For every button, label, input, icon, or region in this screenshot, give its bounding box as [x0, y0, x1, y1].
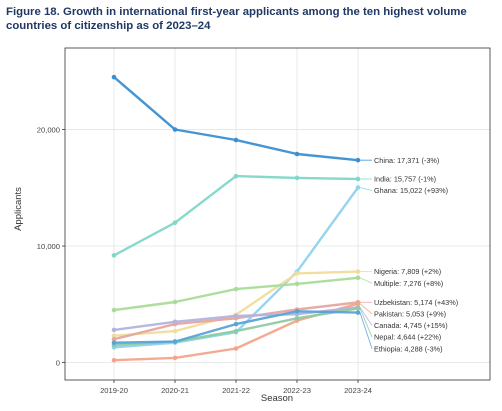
data-point-pakistan	[172, 355, 178, 361]
series-label-multiple: Multiple: 7,276 (+8%)	[374, 279, 443, 288]
data-point-canada	[172, 319, 178, 325]
data-point-india	[233, 173, 239, 179]
data-point-china	[111, 74, 117, 80]
label-leader-canada	[359, 307, 373, 326]
series-label-uzbekistan: Uzbekistan: 5,174 (+43%)	[374, 298, 458, 307]
data-point-nepal	[355, 306, 361, 311]
data-point-pakistan	[233, 346, 239, 351]
series-points	[111, 74, 361, 363]
series-label-ethiopia: Ethiopia: 4,288 (-3%)	[374, 344, 443, 353]
x-tick-label: 2023-24	[344, 386, 372, 395]
x-tick-label: 2019-20	[100, 386, 128, 395]
x-tick-label: 2020-21	[161, 386, 189, 395]
data-point-ethiopia	[355, 310, 361, 315]
y-tick-label: 0	[56, 359, 60, 368]
x-tick-label: 2022-23	[283, 386, 311, 395]
plot-border	[64, 47, 491, 381]
data-point-ethiopia	[294, 308, 300, 314]
series-label-ghana: Ghana: 15,022 (+93%)	[374, 186, 448, 195]
series-label-nepal: Nepal: 4,644 (+22%)	[374, 333, 441, 342]
data-point-uzbekistan	[111, 336, 117, 342]
data-point-multiple	[355, 275, 361, 281]
data-point-china	[233, 137, 239, 143]
data-point-india	[172, 220, 178, 226]
y-tick-label: 10,000	[37, 242, 60, 251]
data-point-ethiopia	[233, 321, 239, 327]
data-point-china	[355, 157, 361, 163]
label-leader-nepal	[359, 308, 373, 338]
data-point-multiple	[233, 286, 239, 292]
data-point-china	[294, 151, 300, 157]
data-point-china	[172, 127, 178, 132]
data-point-pakistan	[355, 301, 361, 306]
x-tick-label: 2021-22	[222, 386, 250, 395]
series-label-china: China: 17,371 (-3%)	[374, 156, 439, 165]
data-point-nigeria	[172, 328, 178, 334]
data-point-multiple	[294, 281, 300, 287]
data-point-nigeria	[111, 333, 117, 339]
data-point-ghana	[355, 185, 361, 190]
y-tick-label: 20,000	[37, 126, 60, 135]
series-label-canada: Canada: 4,745 (+15%)	[374, 321, 448, 330]
label-leader-ethiopia	[359, 312, 373, 349]
plot-area	[65, 48, 490, 380]
series-label-pakistan: Pakistan: 5,053 (+9%)	[374, 309, 446, 318]
series-labels: China: 17,371 (-3%) India: 15,757 (-1%) Gh…	[359, 156, 458, 353]
data-point-nigeria	[355, 269, 361, 274]
label-leader-pakistan	[359, 303, 373, 315]
data-point-india	[355, 176, 361, 182]
data-point-multiple	[111, 307, 117, 313]
series-label-india: India: 15,757 (-1%)	[374, 175, 436, 184]
data-point-nepal	[233, 328, 239, 334]
series-label-nigeria: Nigeria: 7,809 (+2%)	[374, 267, 441, 276]
figure-title: Figure 18. Growth in international first…	[6, 6, 467, 32]
data-point-ethiopia	[172, 339, 178, 344]
data-point-india	[111, 253, 117, 258]
axis-ticks: 2019-20 2020-21 2021-22 2022-23 2023-24 0 10,0…	[37, 126, 372, 395]
data-point-nepal	[294, 315, 300, 321]
gridlines	[65, 48, 490, 380]
data-point-ethiopia	[111, 340, 117, 346]
data-point-india	[294, 175, 300, 181]
x-axis-title: Season	[261, 393, 293, 404]
data-point-multiple	[172, 299, 178, 305]
label-leader-ghana	[359, 187, 373, 192]
data-point-pakistan	[111, 357, 117, 363]
label-leader-multiple	[359, 277, 373, 284]
y-axis-title: Applicants	[13, 187, 24, 231]
data-point-nigeria	[294, 271, 300, 276]
data-point-canada	[111, 327, 117, 333]
data-point-canada	[233, 313, 239, 319]
